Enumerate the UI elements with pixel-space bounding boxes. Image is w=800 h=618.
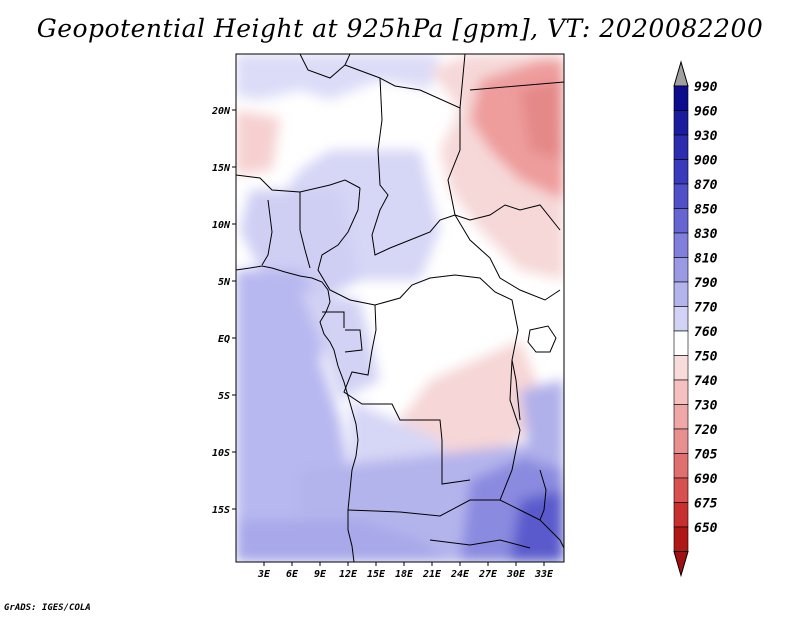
- lon-label-18e: 18E: [395, 569, 414, 580]
- lon-label-30e: 30E: [506, 569, 526, 580]
- colorbar-swatch: [673, 183, 689, 209]
- border-12: [374, 274, 521, 501]
- colorbar-swatch: [673, 477, 689, 503]
- colorbar-swatch: [673, 159, 689, 185]
- lat-label-5s: 5S: [218, 391, 230, 402]
- lon-axis: 3E 6E 9E 12E 15E 18E 21E 24E 27E 30E 33E: [257, 562, 554, 580]
- colorbar: 990 960 930 900 870 850 830 810 790 770 760 750 740 7…: [673, 60, 718, 578]
- grads-credit: GrADS: IGES/COLA: [4, 603, 91, 613]
- lon-label-3e: 3E: [257, 569, 271, 580]
- border-10: [317, 187, 376, 306]
- colorbar-swatch: [673, 404, 689, 430]
- lake-tanganyika: [511, 359, 521, 421]
- colorbar-swatch: [673, 379, 689, 405]
- colorbar-swatch: [673, 208, 689, 234]
- shade-southeast-pink: [400, 340, 540, 460]
- lon-label-21e: 21E: [422, 569, 442, 580]
- colorbar-level-label: 930: [694, 129, 718, 144]
- colorbar-level-label: 675: [694, 497, 718, 512]
- border-17: [429, 539, 531, 549]
- shade-northeast-dark: [520, 80, 564, 160]
- border-6: [469, 81, 564, 91]
- plot-frame: [235, 53, 565, 563]
- shade-west-pink: [236, 110, 280, 175]
- border-16: [519, 509, 564, 549]
- border-13: [347, 499, 521, 517]
- colorbar-swatch: [673, 502, 689, 528]
- colorbar-level-label: 760: [694, 325, 718, 340]
- colorbar-level-label: 810: [694, 252, 718, 267]
- border-5: [454, 204, 561, 231]
- shade-deep-south: [236, 520, 450, 562]
- border-11: [343, 304, 471, 485]
- lon-label-24e: 24E: [450, 569, 470, 580]
- colorbar-level-label: 870: [694, 178, 718, 193]
- lake-victoria: [527, 325, 557, 353]
- colorbar-swatch: [673, 355, 689, 381]
- lat-label-20n: 20N: [211, 106, 231, 117]
- colorbar-swatch: [673, 257, 689, 283]
- border-8: [261, 199, 273, 266]
- lat-label-10s: 10S: [212, 448, 230, 459]
- border-14: [344, 329, 363, 353]
- colorbar-level-label: 750: [694, 350, 718, 365]
- colorbar-swatch: [673, 306, 689, 332]
- lon-label-6e: 6E: [286, 569, 299, 580]
- colorbar-swatch: [673, 330, 689, 356]
- border-4: [447, 108, 561, 301]
- map-title: Geopotential Height at 925hPa [gpm], VT:…: [36, 14, 764, 43]
- colorbar-level-label: 990: [694, 80, 718, 95]
- lat-label-15n: 15N: [212, 163, 231, 174]
- colorbar-level-label: 770: [694, 301, 718, 316]
- colorbar-level-label: 900: [694, 154, 718, 169]
- lat-label-eq: EQ: [218, 334, 230, 345]
- colorbar-swatch: [673, 281, 689, 307]
- lon-label-27e: 27E: [478, 569, 498, 580]
- colorbar-swatch: [673, 453, 689, 479]
- shade-southeast-deep: [510, 490, 564, 562]
- lon-label-33e: 33E: [534, 569, 554, 580]
- lake-malawi: [539, 469, 547, 521]
- colorbar-swatch: [673, 526, 689, 552]
- shade-gabon: [300, 290, 380, 400]
- colorbar-level-label: 690: [694, 472, 718, 487]
- border-15: [322, 311, 345, 328]
- border-9: [299, 192, 311, 269]
- colorbar-level-label: 960: [694, 105, 718, 120]
- shade-east-blue: [520, 380, 564, 470]
- colorbar-level-label: 730: [694, 399, 718, 414]
- border-1: [299, 54, 351, 79]
- colorbar-level-label: 720: [694, 423, 718, 438]
- lon-label-15e: 15E: [367, 569, 386, 580]
- lon-label-12e: 12E: [339, 569, 358, 580]
- colorbar-swatch: [673, 428, 689, 454]
- lat-label-15s: 15S: [212, 505, 230, 516]
- colorbar-top-arrow: [673, 60, 689, 87]
- lat-label-10n: 10N: [212, 220, 231, 231]
- colorbar-swatch: [673, 134, 689, 160]
- field-shading: [236, 54, 564, 562]
- border-2: [344, 54, 466, 109]
- colorbar-level-label: 850: [694, 203, 718, 218]
- border-3: [371, 77, 456, 256]
- colorbar-swatch: [673, 85, 689, 111]
- colorbar-bottom-arrow: [673, 551, 689, 578]
- borders: [236, 54, 564, 562]
- colorbar-level-label: 830: [694, 227, 718, 242]
- colorbar-level-label: 650: [694, 521, 718, 536]
- lon-label-9e: 9E: [314, 569, 327, 580]
- lat-label-5n: 5N: [218, 277, 231, 288]
- colorbar-swatch: [673, 232, 689, 258]
- shade-sahara-blue: [236, 54, 440, 100]
- colorbar-swatch: [673, 110, 689, 136]
- colorbar-level-label: 705: [694, 448, 718, 463]
- colorbar-level-label: 740: [694, 374, 718, 389]
- colorbar-level-label: 790: [694, 276, 718, 291]
- lat-axis: 20N 15N 10N 5N EQ 5S 10S 15S: [211, 106, 236, 516]
- coastline: [236, 265, 359, 562]
